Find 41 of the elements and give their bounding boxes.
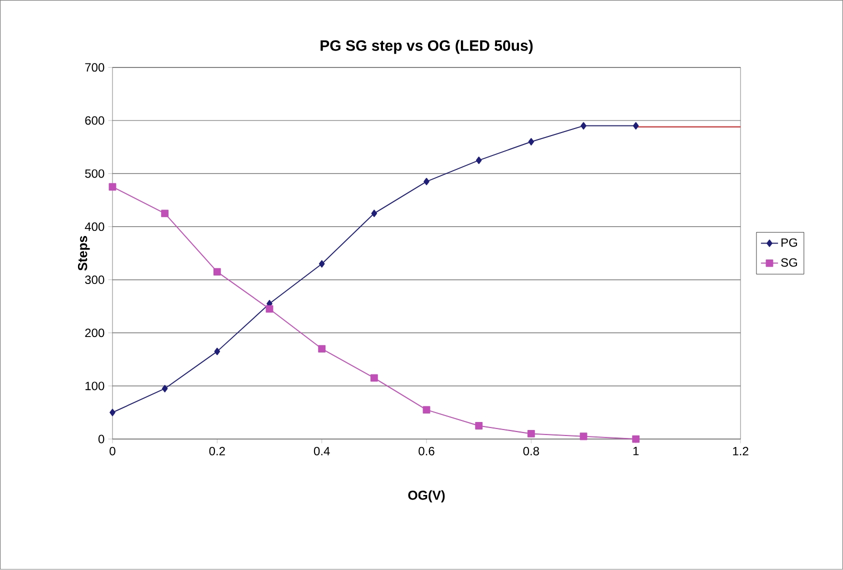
point bbox=[527, 430, 535, 438]
point bbox=[475, 422, 483, 430]
point bbox=[161, 210, 169, 218]
point bbox=[632, 436, 640, 443]
point bbox=[422, 406, 430, 414]
x-tick-label: 1 bbox=[633, 447, 639, 456]
point bbox=[318, 345, 326, 353]
legend-label: SG bbox=[781, 258, 798, 267]
y-axis-title: Steps bbox=[78, 236, 90, 271]
point bbox=[266, 305, 274, 313]
chart-title: PG SG step vs OG (LED 50us) bbox=[320, 40, 533, 54]
x-tick-label: 0.6 bbox=[418, 447, 434, 456]
x-tick-label: 0.8 bbox=[523, 447, 540, 456]
y-tick-label: 100 bbox=[86, 382, 104, 390]
y-tick-label: 0 bbox=[98, 434, 104, 444]
point bbox=[318, 260, 325, 268]
y-tick-label: 200 bbox=[85, 328, 104, 338]
point bbox=[370, 374, 378, 382]
point bbox=[476, 156, 482, 164]
point bbox=[528, 138, 534, 146]
point bbox=[214, 348, 220, 356]
point bbox=[108, 183, 116, 191]
x-axis-title: OG(V) bbox=[408, 490, 445, 503]
point bbox=[371, 210, 378, 218]
point bbox=[424, 178, 430, 186]
y-tick-label: 500 bbox=[85, 170, 104, 178]
y-tick-label: 300 bbox=[85, 276, 104, 284]
point bbox=[580, 122, 586, 130]
x-tick-label: 0.2 bbox=[209, 447, 225, 456]
point bbox=[110, 409, 116, 416]
x-tick-label: 1.2 bbox=[733, 447, 748, 456]
y-tick-label: 400 bbox=[84, 222, 104, 232]
y-tick-label: 700 bbox=[85, 63, 104, 72]
point bbox=[213, 268, 221, 276]
point bbox=[580, 432, 588, 440]
x-tick-label: 0.4 bbox=[314, 447, 330, 456]
y-tick-label: 600 bbox=[85, 116, 104, 125]
point bbox=[632, 122, 639, 130]
x-tick-label: 0 bbox=[110, 447, 116, 456]
legend-label: PG bbox=[782, 238, 798, 248]
point bbox=[162, 385, 168, 393]
